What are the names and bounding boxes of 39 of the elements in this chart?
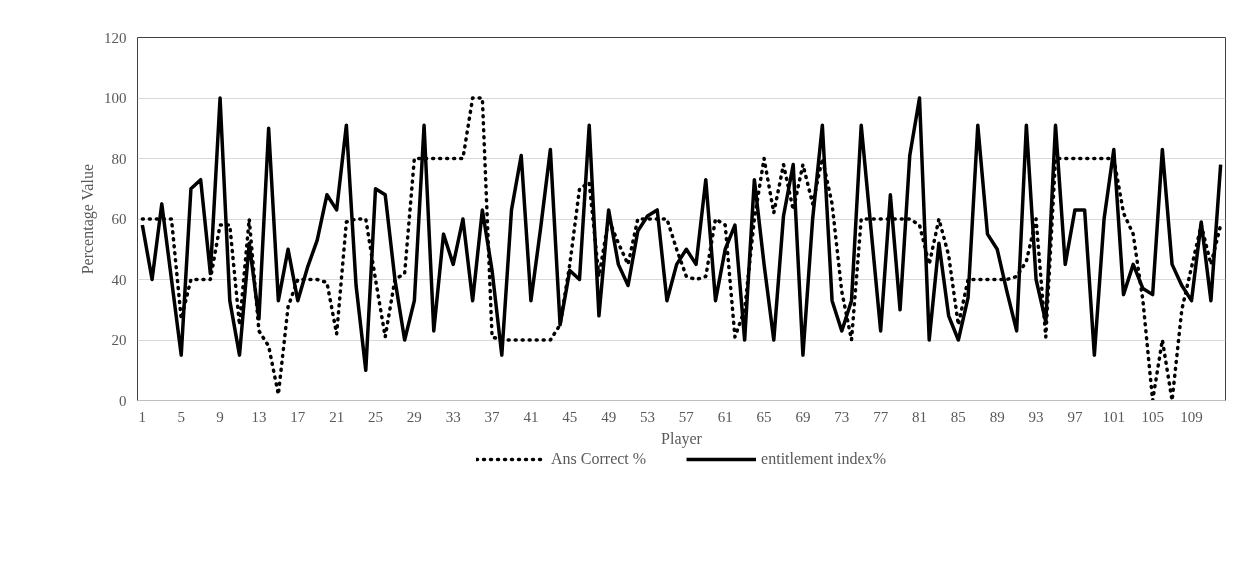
x-tick-label: 65 <box>756 408 772 425</box>
x-tick-label: 89 <box>989 408 1005 425</box>
x-tick-label: 49 <box>601 408 617 425</box>
y-tick-label: 60 <box>111 211 127 227</box>
x-tick-label: 33 <box>445 408 461 425</box>
y-axis-title: Percentage Value <box>79 163 97 275</box>
x-tick-label: 13 <box>251 408 267 425</box>
x-tick-label: 81 <box>912 408 927 425</box>
y-tick-label: 40 <box>111 271 127 288</box>
x-tick-label: 97 <box>1067 408 1083 425</box>
x-tick-label: 21 <box>329 408 345 425</box>
x-tick-label: 85 <box>950 408 966 425</box>
x-tick-label: 29 <box>406 408 422 425</box>
x-tick-label: 53 <box>640 408 655 425</box>
x-tick-label: 57 <box>678 408 695 425</box>
x-tick-label: 25 <box>368 408 383 425</box>
x-tick-label: 93 <box>1028 408 1044 425</box>
x-tick-label: 109 <box>1180 408 1203 425</box>
x-tick-label: 41 <box>523 408 539 425</box>
x-tick-label: 45 <box>562 408 578 425</box>
x-tick-label: 77 <box>873 408 889 425</box>
x-tick-label: 101 <box>1102 408 1126 425</box>
x-tick-label: 105 <box>1141 408 1164 425</box>
legend-label: Ans Correct % <box>551 450 647 468</box>
x-tick-label: 61 <box>717 408 733 425</box>
y-tick-label: 100 <box>104 90 127 106</box>
x-axis-title: Player <box>661 429 703 448</box>
y-tick-label: 120 <box>104 29 127 46</box>
y-tick-label: 0 <box>119 392 127 409</box>
x-tick-label: 73 <box>834 408 850 425</box>
x-tick-label: 37 <box>484 408 501 425</box>
x-tick-label: 5 <box>177 408 185 425</box>
y-tick-label: 80 <box>111 150 127 167</box>
x-tick-label: 69 <box>795 408 811 425</box>
x-tick-label: 1 <box>138 408 147 425</box>
x-tick-label: 9 <box>216 408 224 425</box>
legend-label: entitlement index% <box>761 450 886 468</box>
y-tick-label: 20 <box>111 332 127 348</box>
x-tick-label: 17 <box>290 408 306 425</box>
